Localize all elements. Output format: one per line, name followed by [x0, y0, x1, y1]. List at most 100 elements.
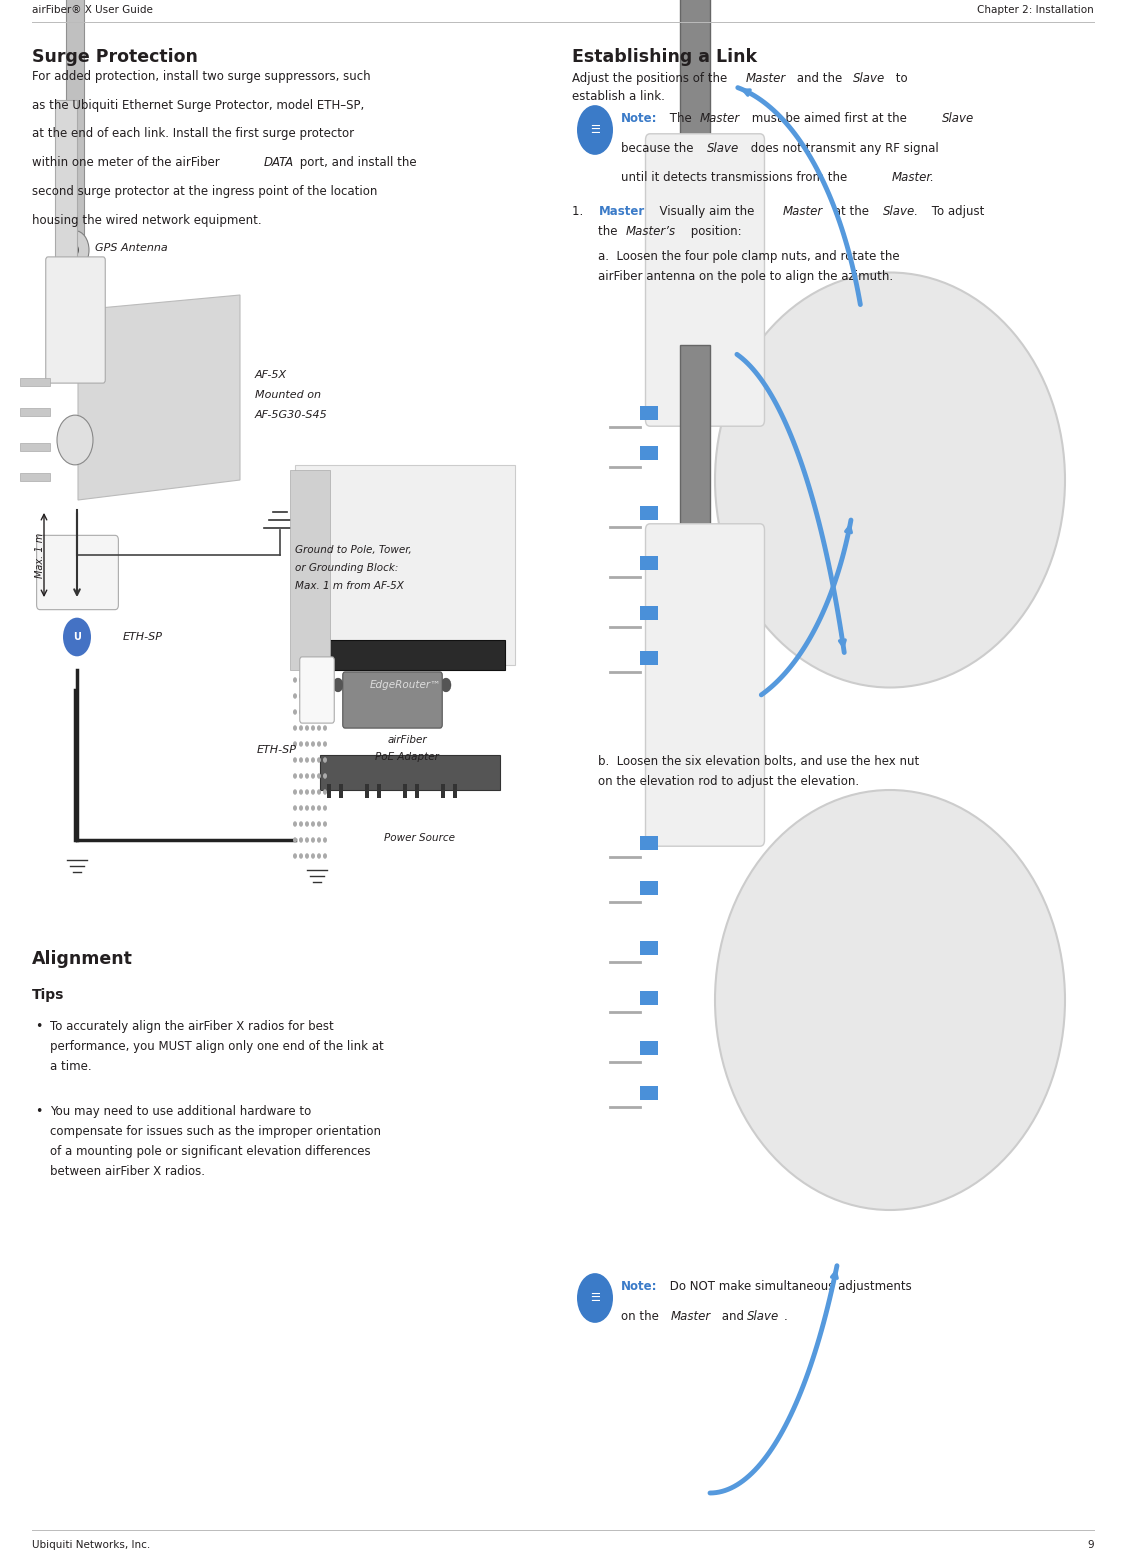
Circle shape — [305, 838, 309, 842]
Circle shape — [292, 693, 297, 699]
Circle shape — [310, 774, 315, 779]
Circle shape — [317, 853, 321, 859]
Text: Master.: Master. — [892, 171, 935, 183]
Text: until it detects transmissions from the: until it detects transmissions from the — [621, 171, 850, 183]
Circle shape — [405, 678, 415, 692]
Circle shape — [305, 709, 309, 715]
Circle shape — [317, 678, 321, 682]
Circle shape — [315, 678, 325, 692]
Circle shape — [292, 789, 297, 794]
Circle shape — [310, 678, 315, 682]
Circle shape — [305, 678, 309, 682]
Text: performance, you MUST align only one end of the link at: performance, you MUST align only one end… — [50, 1040, 384, 1054]
Circle shape — [299, 741, 303, 747]
Text: second surge protector at the ingress point of the location: second surge protector at the ingress po… — [32, 185, 377, 197]
Circle shape — [323, 853, 327, 859]
Text: AF-5G30-S45: AF-5G30-S45 — [255, 410, 327, 420]
Text: between airFiber X radios.: between airFiber X radios. — [50, 1166, 205, 1178]
Text: of a mounting pole or significant elevation differences: of a mounting pole or significant elevat… — [50, 1145, 370, 1158]
Text: on the: on the — [621, 1310, 663, 1322]
FancyBboxPatch shape — [55, 99, 76, 300]
Circle shape — [323, 741, 327, 747]
Circle shape — [299, 853, 303, 859]
Circle shape — [310, 741, 315, 747]
Text: Tips: Tips — [32, 988, 64, 1002]
Circle shape — [323, 757, 327, 763]
Text: Slave: Slave — [853, 71, 885, 85]
FancyBboxPatch shape — [403, 785, 407, 799]
Text: The: The — [666, 112, 695, 124]
FancyBboxPatch shape — [46, 256, 106, 384]
Circle shape — [323, 726, 327, 730]
Circle shape — [310, 726, 315, 730]
Circle shape — [299, 678, 303, 682]
FancyBboxPatch shape — [37, 535, 118, 609]
Text: or Grounding Block:: or Grounding Block: — [295, 563, 398, 573]
FancyBboxPatch shape — [580, 284, 1095, 740]
Circle shape — [323, 693, 327, 699]
Circle shape — [317, 693, 321, 699]
Text: because the: because the — [621, 141, 698, 154]
Circle shape — [305, 741, 309, 747]
Text: b.  Loosen the six elevation bolts, and use the hex nut: b. Loosen the six elevation bolts, and u… — [598, 755, 920, 768]
Circle shape — [292, 774, 297, 779]
Text: Slave.: Slave. — [883, 205, 919, 218]
Circle shape — [305, 774, 309, 779]
Text: a time.: a time. — [50, 1060, 91, 1072]
Circle shape — [299, 789, 303, 794]
Ellipse shape — [716, 272, 1065, 687]
Circle shape — [292, 757, 297, 763]
Circle shape — [317, 709, 321, 715]
FancyBboxPatch shape — [20, 443, 50, 451]
Polygon shape — [78, 295, 240, 500]
Text: GPS Antenna: GPS Antenna — [94, 242, 168, 253]
Text: airFiber: airFiber — [387, 735, 426, 744]
Circle shape — [317, 774, 321, 779]
Circle shape — [299, 693, 303, 699]
Text: Max. 1 m from AF-5X: Max. 1 m from AF-5X — [295, 581, 404, 591]
FancyBboxPatch shape — [20, 378, 50, 385]
FancyBboxPatch shape — [453, 785, 457, 799]
FancyBboxPatch shape — [640, 1041, 658, 1055]
FancyBboxPatch shape — [327, 785, 331, 799]
FancyBboxPatch shape — [640, 446, 658, 460]
FancyBboxPatch shape — [680, 0, 710, 284]
FancyBboxPatch shape — [299, 657, 334, 723]
Text: Master: Master — [746, 71, 786, 85]
Circle shape — [292, 726, 297, 730]
Text: position:: position: — [687, 225, 742, 238]
FancyBboxPatch shape — [646, 524, 765, 847]
Text: Master’s: Master’s — [626, 225, 676, 238]
FancyBboxPatch shape — [680, 345, 710, 789]
Circle shape — [305, 853, 309, 859]
FancyBboxPatch shape — [640, 606, 658, 620]
FancyBboxPatch shape — [441, 785, 446, 799]
Text: ETH-SP: ETH-SP — [123, 632, 163, 642]
Circle shape — [71, 244, 79, 255]
Circle shape — [323, 678, 327, 682]
Text: To accurately align the airFiber X radios for best: To accurately align the airFiber X radio… — [50, 1019, 334, 1033]
FancyBboxPatch shape — [339, 785, 343, 799]
Circle shape — [292, 821, 297, 827]
Text: Master: Master — [670, 1310, 711, 1322]
Text: DATA: DATA — [263, 157, 294, 169]
Circle shape — [423, 678, 433, 692]
Circle shape — [369, 678, 379, 692]
Circle shape — [305, 726, 309, 730]
Text: Mounted on: Mounted on — [255, 390, 321, 399]
Circle shape — [333, 678, 343, 692]
Text: Alignment: Alignment — [32, 949, 133, 968]
Circle shape — [305, 789, 309, 794]
Text: •: • — [35, 1019, 43, 1033]
Circle shape — [305, 821, 309, 827]
FancyBboxPatch shape — [646, 134, 765, 426]
Circle shape — [310, 709, 315, 715]
Text: and the: and the — [793, 71, 846, 85]
Text: PoE Adapter: PoE Adapter — [375, 752, 439, 761]
Circle shape — [305, 693, 309, 699]
Ellipse shape — [716, 789, 1065, 1211]
Text: Chapter 2: Installation: Chapter 2: Installation — [976, 5, 1094, 16]
Text: Power Source: Power Source — [385, 833, 456, 842]
Text: airFiber antenna on the pole to align the azimuth.: airFiber antenna on the pole to align th… — [598, 270, 893, 283]
Circle shape — [57, 415, 93, 465]
